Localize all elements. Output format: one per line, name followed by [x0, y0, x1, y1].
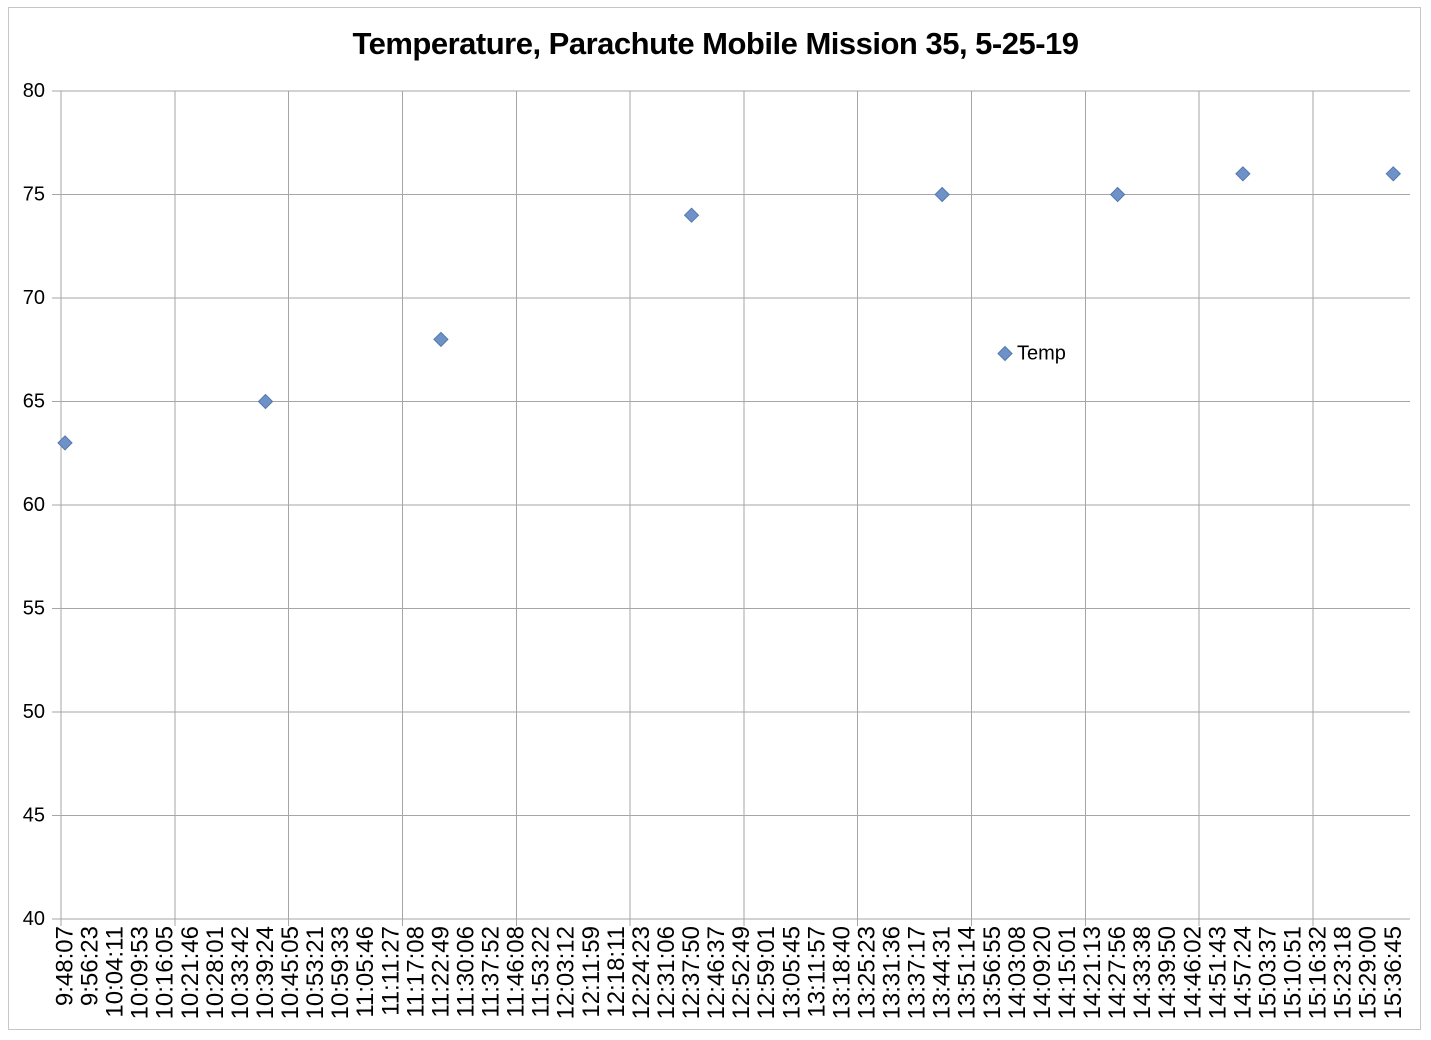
x-axis-tick-label: 15:23:18	[1330, 926, 1357, 1019]
y-axis-tick-label: 60	[23, 494, 45, 516]
y-axis-tick-label: 40	[23, 908, 45, 930]
x-axis-tick-label: 12:46:37	[703, 926, 730, 1019]
y-axis-tick-label: 65	[23, 391, 45, 413]
x-axis-tick-label: 11:30:06	[452, 926, 479, 1018]
x-axis-tick-label: 10:21:46	[177, 926, 204, 1019]
x-axis-tick-label: 14:27:56	[1104, 926, 1131, 1019]
y-axis-tick-label: 70	[23, 287, 45, 309]
data-point	[57, 435, 73, 451]
data-point	[683, 207, 700, 223]
x-axis-tick-label: 11:05:46	[352, 926, 379, 1018]
x-axis-tick-label: 9:48:07	[52, 926, 79, 1006]
x-axis-tick-label: 11:17:08	[402, 926, 429, 1018]
x-axis-tick-label: 10:39:24	[252, 926, 279, 1019]
x-axis-tick-label: 14:03:08	[1004, 926, 1031, 1019]
x-axis-tick-label: 10:45:05	[277, 926, 304, 1019]
x-axis-tick-label: 15:03:37	[1254, 926, 1281, 1019]
x-axis-tick-label: 12:52:49	[728, 926, 755, 1019]
x-axis-tick-label: 12:18:11	[603, 926, 630, 1018]
x-axis-tick-label: 15:16:32	[1305, 926, 1332, 1019]
x-axis-tick-label: 12:31:06	[653, 926, 680, 1019]
chart-border	[8, 7, 1421, 1030]
x-axis-tick-label: 12:37:50	[678, 926, 705, 1019]
data-point	[1109, 186, 1126, 203]
x-axis-tick-label: 15:36:45	[1380, 926, 1407, 1019]
x-axis-tick-label: 13:31:36	[879, 926, 906, 1019]
x-axis-tick-label: 13:05:45	[778, 926, 805, 1019]
x-axis-tick-label: 14:15:01	[1054, 926, 1081, 1019]
x-axis-tick-label: 14:46:02	[1179, 926, 1206, 1019]
legend-label: Temp	[1017, 343, 1066, 365]
data-point	[1385, 166, 1401, 182]
x-axis-tick-label: 10:09:53	[127, 926, 154, 1019]
x-axis-tick-label: 14:57:24	[1229, 926, 1256, 1019]
x-axis-tick-label: 12:11:59	[578, 926, 605, 1018]
x-axis-tick-label: 11:37:52	[478, 926, 505, 1018]
x-axis-tick-label: 14:39:50	[1154, 926, 1181, 1019]
y-axis-tick-label: 80	[23, 80, 45, 102]
x-axis-tick-label: 15:29:00	[1355, 926, 1382, 1019]
x-axis-tick-label: 13:37:17	[904, 926, 931, 1019]
x-axis-tick-label: 15:10:51	[1280, 926, 1307, 1019]
x-axis-tick-label: 9:56:23	[77, 926, 104, 1006]
x-axis-tick-label: 10:53:21	[302, 926, 329, 1019]
y-axis-tick-label: 55	[23, 598, 45, 620]
x-axis-tick-label: 10:59:33	[327, 926, 354, 1019]
x-axis-tick-label: 12:03:12	[553, 926, 580, 1019]
x-axis-tick-label: 14:09:20	[1029, 926, 1056, 1019]
x-axis-tick-label: 11:11:27	[377, 926, 404, 1016]
data-point	[433, 331, 449, 348]
chart-title: Temperature, Parachute Mobile Mission 35…	[352, 26, 1079, 61]
x-axis-tick-label: 14:51:43	[1204, 926, 1231, 1019]
x-axis-tick-label: 11:46:08	[503, 926, 530, 1018]
x-axis-tick-label: 11:22:49	[427, 926, 454, 1018]
x-axis-tick-label: 13:44:31	[929, 926, 956, 1019]
x-axis-tick-label: 12:59:01	[753, 926, 780, 1019]
y-axis-tick-label: 45	[23, 805, 45, 827]
x-axis-tick-label: 14:33:38	[1129, 926, 1156, 1019]
data-point	[1235, 166, 1251, 182]
y-axis-tick-label: 75	[23, 184, 45, 206]
data-point	[257, 393, 274, 410]
x-axis-tick-label: 14:21:13	[1079, 926, 1106, 1019]
legend-marker-icon	[997, 345, 1013, 362]
x-axis-tick-label: 12:24:23	[628, 926, 655, 1019]
x-axis-tick-label: 13:18:40	[828, 926, 855, 1019]
y-axis-tick-label: 50	[23, 701, 45, 723]
x-axis-tick-label: 13:25:23	[853, 926, 880, 1019]
x-axis-tick-label: 11:53:22	[528, 926, 555, 1018]
x-axis-tick-label: 10:33:42	[227, 926, 254, 1019]
x-axis-tick-label: 13:56:55	[979, 926, 1006, 1019]
x-axis-tick-label: 10:16:05	[152, 926, 179, 1019]
x-axis-tick-label: 10:04:11	[102, 926, 129, 1018]
x-axis-tick-label: 13:51:14	[954, 926, 981, 1019]
x-axis-tick-label: 13:11:57	[803, 926, 830, 1018]
data-point	[934, 186, 950, 203]
x-axis-tick-label: 10:28:01	[202, 926, 229, 1019]
